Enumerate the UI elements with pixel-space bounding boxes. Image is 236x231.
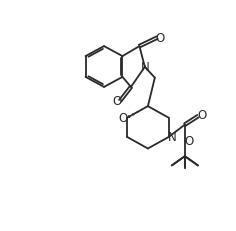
Text: O: O [185,135,194,148]
Text: N: N [168,131,177,144]
Text: O: O [156,32,165,45]
Text: O: O [197,109,206,122]
Text: O: O [113,95,122,108]
Text: N: N [140,61,149,74]
Text: O: O [119,112,128,125]
